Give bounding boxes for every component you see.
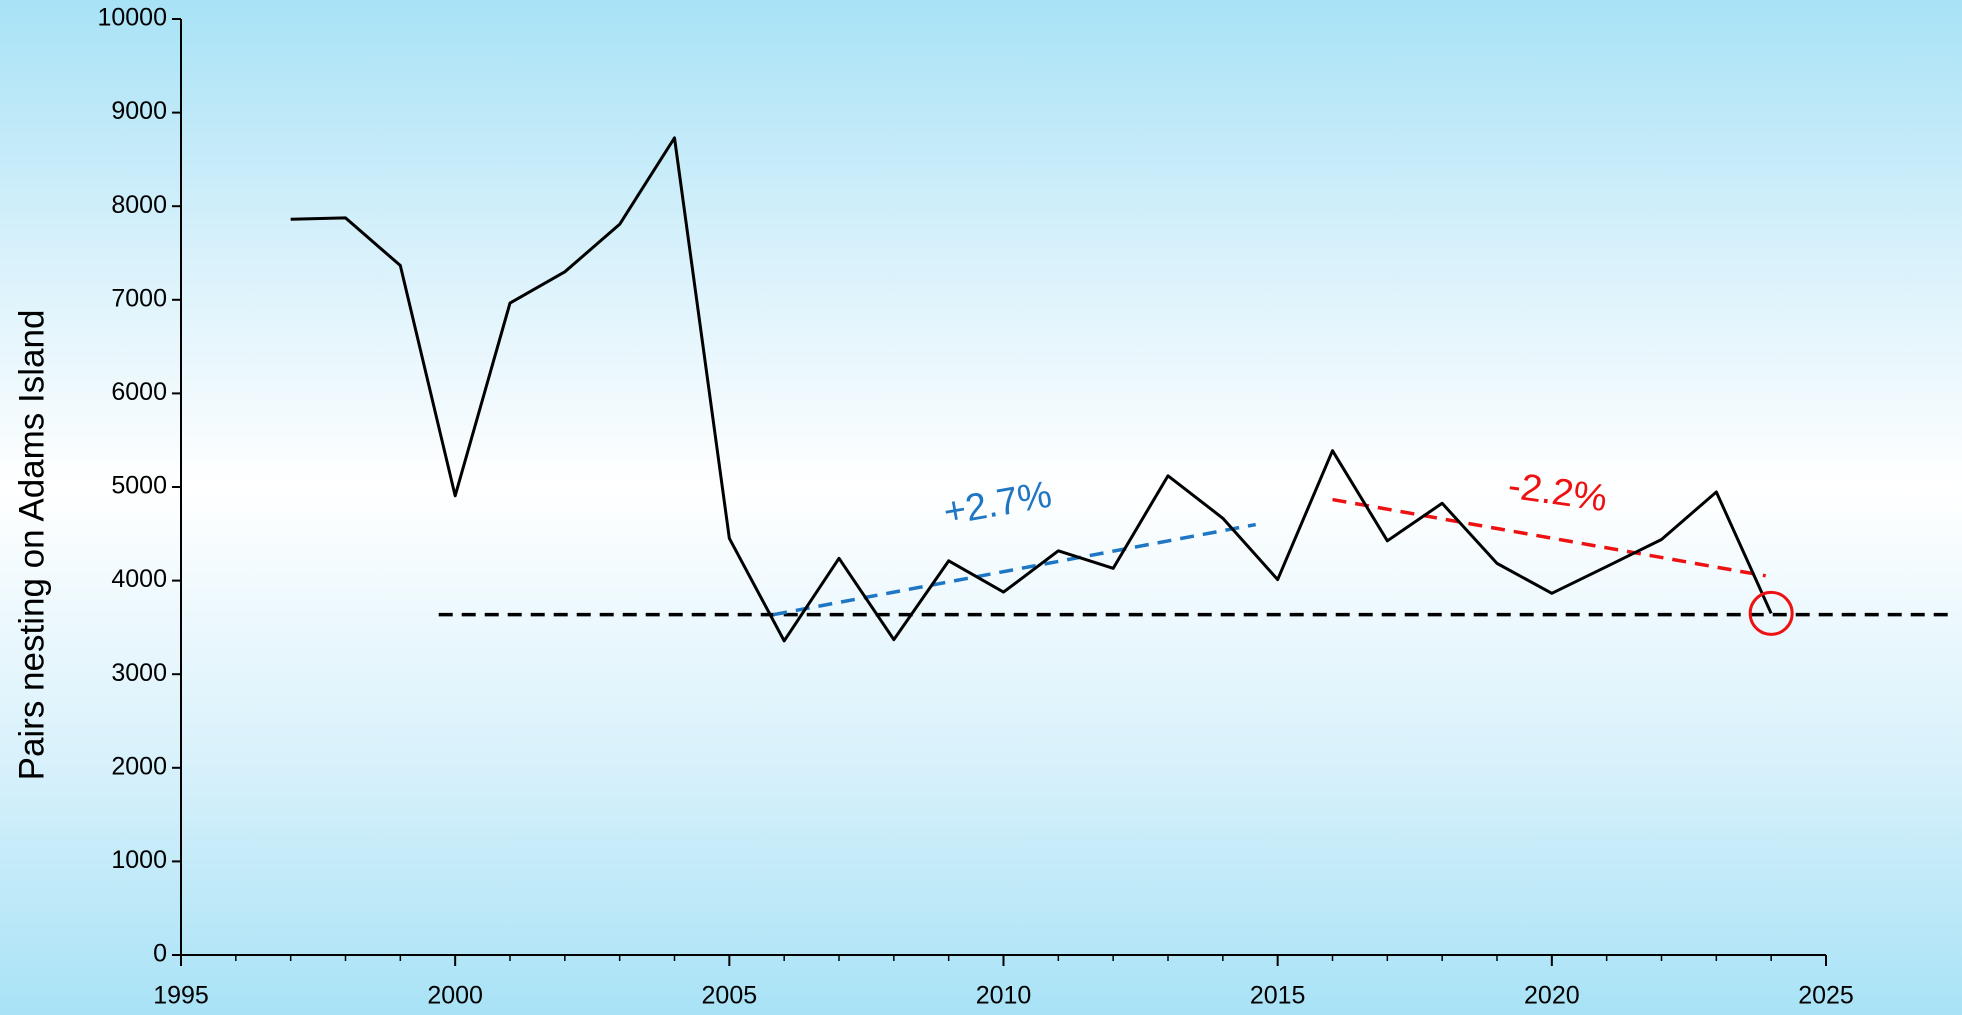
x-tick-label: 2005 [702,982,758,1010]
reference-line [772,522,1257,617]
y-tick-label: 1000 [111,846,167,874]
x-tick-label: 2010 [976,982,1032,1010]
reference-line [1332,497,1766,578]
y-tick-label: 7000 [111,284,167,312]
x-tick-label: 2020 [1524,982,1580,1010]
x-tick-label: 2000 [427,982,483,1010]
annotation: +2.7% [940,474,1054,534]
x-tick-label: 1995 [153,982,209,1010]
y-axis-label: Pairs nesting on Adams Island [12,310,51,781]
annotation: -2.2% [1506,465,1610,520]
data-line [290,136,1773,643]
y-tick-label: 0 [153,940,167,968]
highlight-circle [1748,590,1794,636]
y-tick-label: 2000 [111,752,167,780]
y-tick-label: 8000 [111,191,167,219]
y-tick-label: 3000 [111,659,167,687]
y-tick-label: 10000 [97,4,167,32]
x-tick-label: 2025 [1798,982,1854,1010]
y-tick-label: 6000 [111,378,167,406]
y-tick-label: 4000 [111,565,167,593]
x-tick-label: 2015 [1250,982,1306,1010]
y-tick-label: 5000 [111,472,167,500]
y-tick-label: 9000 [111,97,167,125]
